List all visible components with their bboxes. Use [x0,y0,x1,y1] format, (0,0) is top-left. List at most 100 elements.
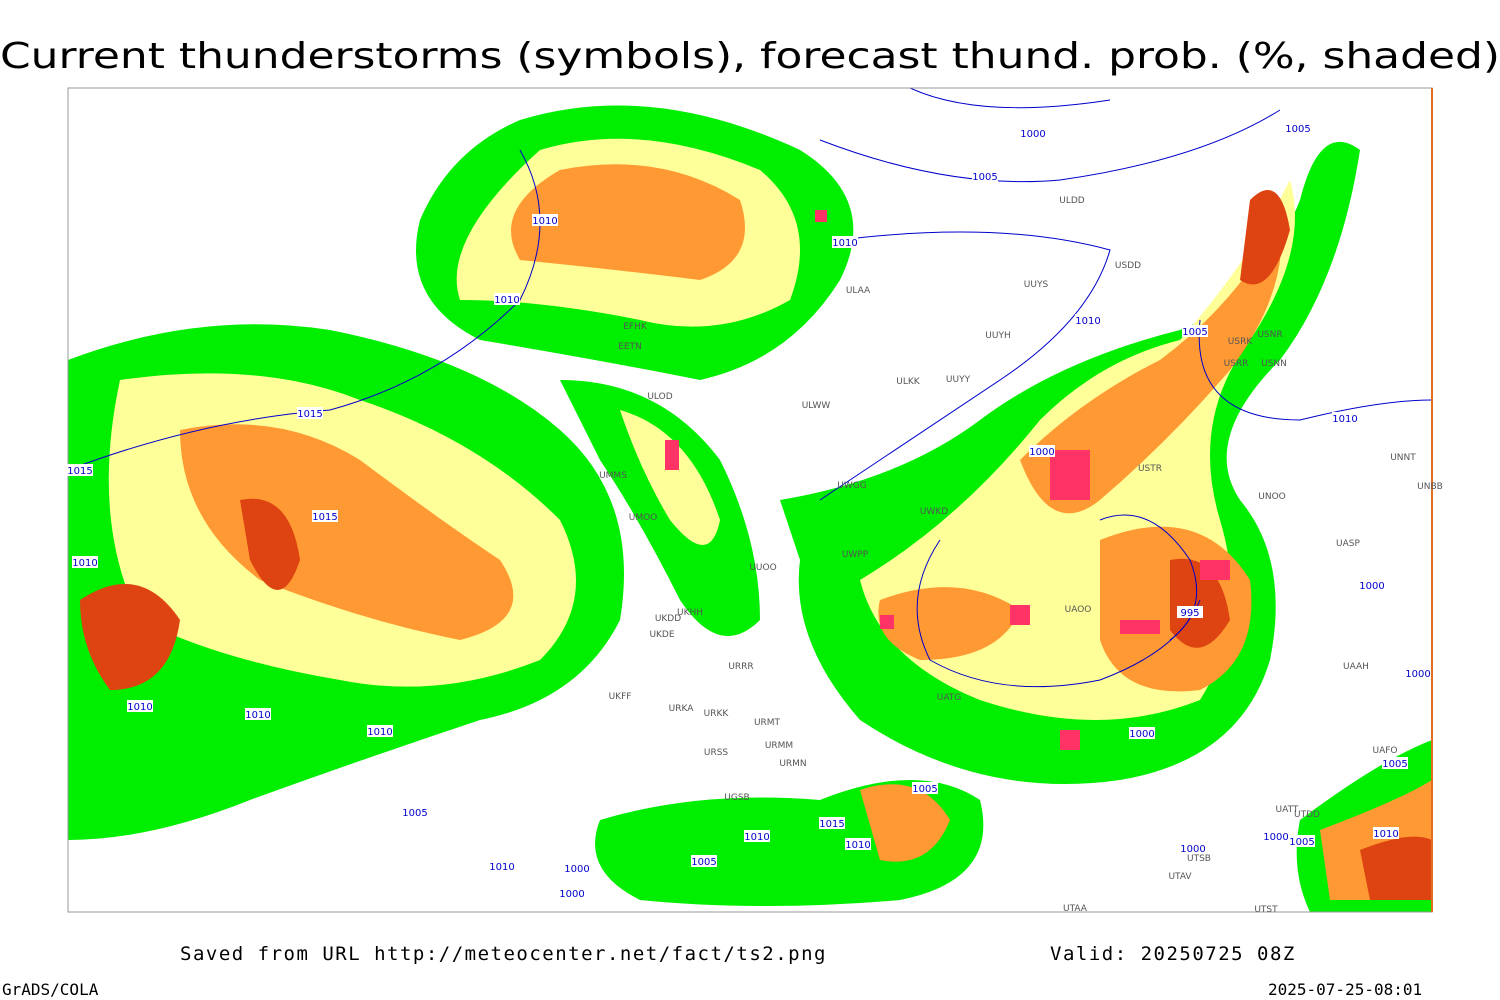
label-background [832,236,858,248]
label-background [494,293,520,305]
station-label: ULDD [1059,196,1085,206]
isobar-label: 1010 [367,727,392,738]
station-label: UUYH [985,331,1010,341]
label-background [1285,122,1311,134]
isobar-label: 1005 [402,808,427,819]
station-label: USRK [1228,337,1254,347]
label-background [245,708,271,720]
isobar-label: 1000 [1405,669,1430,680]
isobar-label: 1015 [819,819,844,830]
station-label: UUYS [1024,280,1049,290]
station-label: USNR [1257,330,1282,340]
station-label: URSS [704,748,729,758]
timestamp: 2025-07-25-08:01 [1268,980,1422,999]
isobar-label: 1010 [127,702,152,713]
station-label: UKDE [649,630,674,640]
isobar-label: 1000 [559,889,584,900]
station-label: USTR [1138,464,1162,474]
isobar-label: 1000 [1129,729,1154,740]
software-credit: GrADS/COLA [2,980,99,999]
station-label: URKK [704,709,730,719]
station-label: UTAA [1063,904,1088,914]
station-label: EFHK [623,322,648,332]
isobar-label: 1005 [691,857,716,868]
label-background [1075,314,1101,326]
station-label: UUOO [749,563,776,573]
station-label: USRR [1224,359,1249,369]
station-label: UNBB [1417,482,1443,492]
label-background [367,725,393,737]
station-label: USDD [1115,261,1141,271]
label-background [72,556,98,568]
station-label: UAOO [1065,605,1092,615]
station-label: EETN [618,342,642,352]
station-label: UWKD [920,507,948,517]
label-background [1332,412,1358,424]
label-background [559,887,585,899]
station-label: URMT [754,718,781,728]
isobar-label: 1005 [972,172,997,183]
label-background [532,214,558,226]
station-label: UAAH [1343,662,1369,672]
isobar-label: 1010 [744,832,769,843]
station-label: UTSB [1187,854,1211,864]
isobar-label: 1010 [532,216,557,227]
station-label: UTST [1254,905,1278,915]
isobar-label: 1000 [1020,129,1045,140]
label-background [744,830,770,842]
station-label: URRR [728,662,753,672]
isobar-label: 1000 [1263,832,1288,843]
isobar-label: 1010 [489,862,514,873]
station-label: UMOO [629,513,658,523]
isobar-label: 1000 [1029,447,1054,458]
station-label: UATG [937,693,962,703]
isobar-label: 1010 [72,558,97,569]
station-label: UKDD [655,614,681,624]
isobar-labels: 1000100510051010101010101010100510151015… [67,122,1431,900]
station-label: ULKK [896,377,921,387]
label-background [819,817,845,829]
isobar-label: 1010 [1373,829,1398,840]
label-background [297,407,323,419]
station-label: URKA [669,704,695,714]
station-label: UWPP [842,550,869,560]
station-label: ULOD [647,392,672,402]
isobar-label: 1000 [1180,844,1205,855]
label-background [402,806,428,818]
isobar-label: 1010 [832,238,857,249]
label-background [489,860,515,872]
station-label: UKFF [609,692,632,702]
map-title: Current thunderstorms (symbols), forecas… [0,36,1500,77]
probability-shading [68,105,1432,912]
isobar-label: 1005 [912,784,937,795]
label-background [1359,579,1385,591]
station-label: UUYY [946,375,971,385]
isobar-label: 1005 [1289,837,1314,848]
thunderstorm-symbols [665,210,1230,750]
label-background [972,170,998,182]
isobars [68,88,1432,688]
isobar-label: 1010 [845,840,870,851]
isobar-label: 1010 [245,710,270,721]
isobar-label: 1005 [1285,124,1310,135]
label-background [1405,667,1431,679]
label-background [1180,842,1206,854]
station-label: UNNT [1390,453,1416,463]
label-background [1382,757,1408,769]
label-background [1182,325,1208,337]
label-background [127,700,153,712]
source-url: Saved from URL http://meteocenter.net/fa… [180,943,827,965]
isobar-label: 1000 [1359,581,1384,592]
isobar-label: 995 [1180,608,1199,619]
isobar-label: 1005 [1382,759,1407,770]
label-background [1263,830,1289,842]
station-label: UWGG [837,481,866,491]
label-background [845,838,871,850]
isobar-label: 1015 [297,409,322,420]
label-background [1129,727,1155,739]
station-label: UNOO [1258,492,1286,502]
station-label: UTDD [1294,810,1320,820]
station-label: UASP [1336,539,1360,549]
